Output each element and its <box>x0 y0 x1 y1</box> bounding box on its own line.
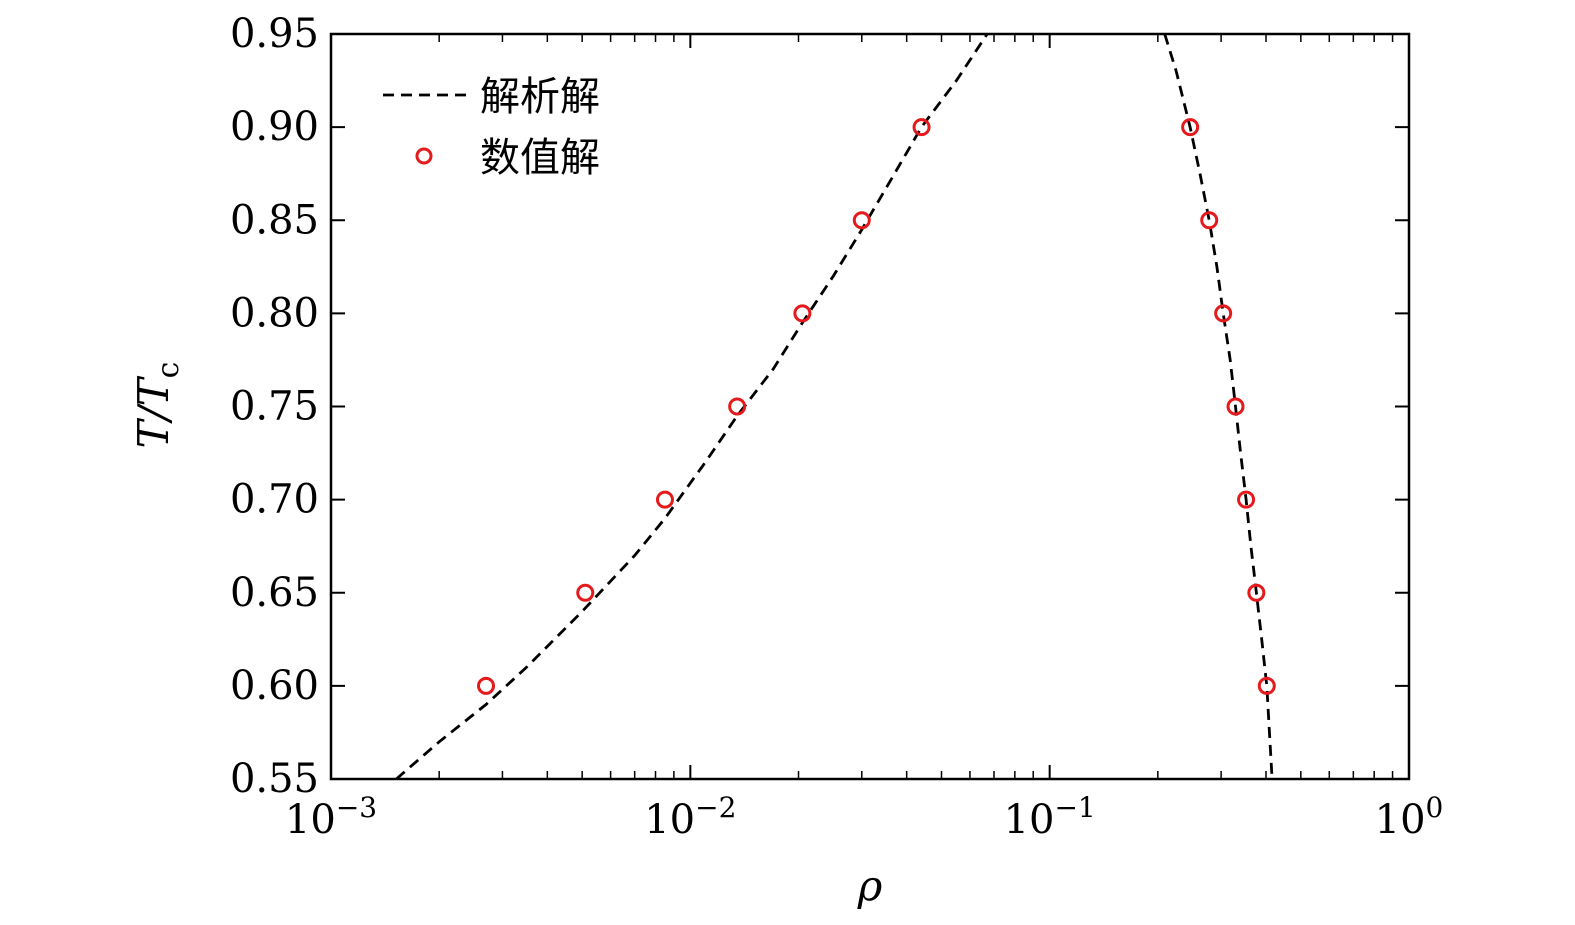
numeric-point <box>655 490 674 509</box>
x-tick-label: 10−2 <box>644 791 736 843</box>
x-minor-ticks <box>438 34 1394 779</box>
y-tick-label: 0.70 <box>230 477 319 523</box>
legend-label-analytic: 解析解 <box>480 74 600 120</box>
x-axis-title: ρ <box>857 861 883 910</box>
x-tick-label-base: 10 <box>1004 797 1055 843</box>
numeric-point <box>793 304 812 323</box>
x-tick-label: 10−1 <box>1004 791 1096 843</box>
numeric-point <box>852 211 871 230</box>
plot-area <box>395 33 1276 781</box>
y-tick-label: 0.60 <box>230 663 319 709</box>
numeric-point <box>912 118 931 137</box>
y-axis-title: T/Tc <box>129 362 186 449</box>
numeric-point <box>1257 676 1276 695</box>
numeric-point <box>728 397 747 416</box>
y-tick-label: 0.55 <box>230 756 319 802</box>
analytic-curve-left-branch <box>395 33 989 781</box>
legend: 解析解 数值解 <box>383 74 600 181</box>
legend-marker-numeric <box>415 147 433 165</box>
numeric-point <box>576 583 595 602</box>
y-tick-label: 0.90 <box>230 104 319 150</box>
y-axis-title-main: T/T <box>129 375 178 448</box>
numeric-point <box>1181 118 1200 137</box>
y-axis-title-sub: c <box>151 362 186 379</box>
x-tick-label-base: 10 <box>285 797 336 843</box>
y-tick-label: 0.95 <box>230 11 319 57</box>
y-tick-label: 0.85 <box>230 197 319 243</box>
x-tick-label-base: 10 <box>1375 797 1426 843</box>
legend-label-numeric: 数值解 <box>480 135 600 181</box>
svg-text:T/Tc: T/Tc <box>129 362 186 449</box>
x-tick-label: 100 <box>1375 791 1444 843</box>
numeric-point <box>1226 397 1245 416</box>
x-tick-label-exp: −3 <box>336 791 377 824</box>
x-tick-label-base: 10 <box>644 797 695 843</box>
numeric-point <box>1214 304 1233 323</box>
y-tick-label: 0.80 <box>230 290 319 336</box>
x-tick-label-exp: −1 <box>1054 791 1095 824</box>
y-axis: 0.55 0.60 0.65 0.70 0.75 0.80 0.85 0.90 0.95 <box>230 11 1409 802</box>
numeric-point <box>1200 211 1219 230</box>
analytic-curve-right-branch <box>1163 33 1274 780</box>
x-tick-label: 10−3 <box>285 791 377 843</box>
y-tick-label: 0.65 <box>230 570 319 616</box>
numeric-point <box>1247 583 1266 602</box>
x-tick-label-exp: −2 <box>695 791 736 824</box>
y-tick-label: 0.75 <box>230 384 319 430</box>
numeric-point <box>477 676 496 695</box>
plot-frame <box>329 32 1411 781</box>
x-axis: 10−3 10−2 10−1 100 <box>285 34 1443 843</box>
numeric-point <box>1237 490 1256 509</box>
x-tick-label-exp: 0 <box>1426 791 1444 824</box>
